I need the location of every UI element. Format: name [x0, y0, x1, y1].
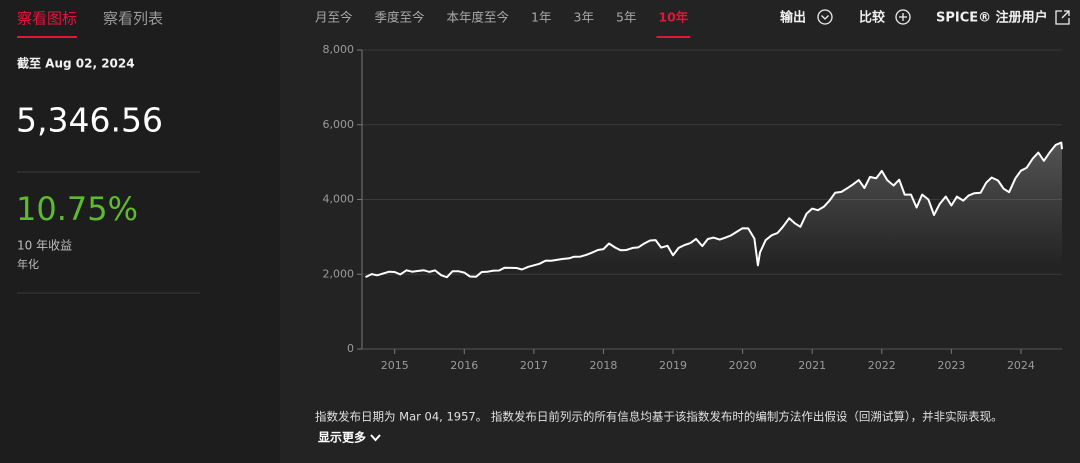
external-link-icon[interactable] — [1055, 10, 1070, 25]
return-label: 10 年收益 — [17, 239, 72, 253]
area — [365, 142, 1062, 349]
x-tick-label: 2017 — [520, 359, 548, 372]
x-tick-label: 2023 — [937, 359, 965, 372]
range-tab[interactable]: 本年度至今 — [447, 10, 510, 25]
x-tick-label: 2020 — [729, 359, 757, 372]
show-more-chevron[interactable] — [370, 434, 381, 442]
range-tab[interactable]: 1年 — [531, 10, 551, 25]
index-level: 5,346.56 — [16, 101, 163, 140]
y-tick-label: 0 — [347, 342, 354, 355]
as-of-date: 截至 Aug 02, 2024 — [17, 56, 135, 71]
active-range-underline — [656, 36, 691, 38]
export-button[interactable]: 输出 — [780, 10, 806, 26]
view-tab[interactable]: 察看列表 — [103, 10, 163, 28]
range-tab[interactable]: 季度至今 — [375, 10, 426, 25]
y-tick-label: 4,000 — [323, 193, 355, 206]
show-more[interactable]: 显示更多 — [318, 430, 366, 445]
compare-icon[interactable] — [895, 9, 911, 25]
active-tab-underline — [17, 36, 78, 38]
x-tick-label: 2018 — [589, 359, 617, 372]
x-tick-label: 2015 — [381, 359, 409, 372]
left-panel — [0, 0, 280, 463]
return-note: 年化 — [17, 257, 39, 271]
range-tab[interactable]: 月至今 — [315, 10, 353, 25]
y-tick-label: 2,000 — [323, 267, 355, 280]
x-tick-label: 2022 — [868, 359, 896, 372]
y-tick-label: 8,000 — [323, 43, 355, 56]
x-tick-label: 2016 — [450, 359, 478, 372]
y-tick-label: 6,000 — [323, 118, 355, 131]
view-tab[interactable]: 察看图标 — [17, 10, 77, 28]
x-tick-label: 2021 — [798, 359, 826, 372]
footer-note: 指数发布日期为 Mar 04, 1957。 指数发布日前列示的所有信息均基于该指… — [315, 410, 1003, 424]
return-value: 10.75% — [16, 190, 138, 228]
x-tick-label: 2024 — [1007, 359, 1035, 372]
export-icon[interactable] — [817, 9, 833, 25]
range-tab[interactable]: 3年 — [574, 10, 594, 25]
spice-link[interactable]: SPICE® 注册用户 — [936, 10, 1048, 26]
range-tab[interactable]: 10年 — [658, 10, 688, 25]
line — [365, 141, 1063, 279]
range-tab[interactable]: 5年 — [616, 10, 636, 25]
x-tick-label: 2019 — [659, 359, 687, 372]
compare-button[interactable]: 比较 — [859, 10, 885, 26]
